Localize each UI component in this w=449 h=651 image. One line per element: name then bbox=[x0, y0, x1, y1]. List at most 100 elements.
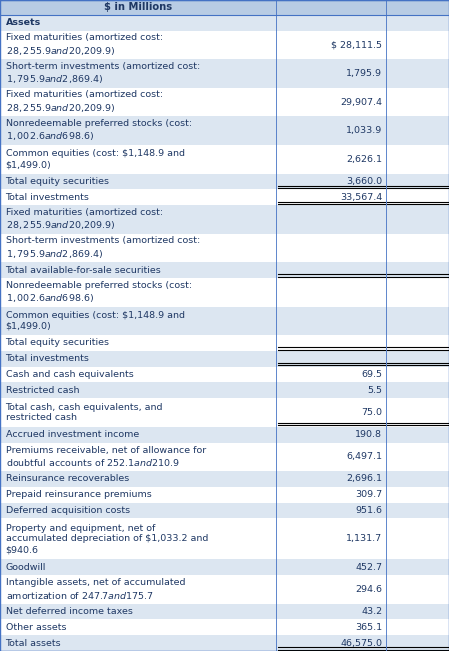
Bar bbox=[0, 518, 276, 559]
Text: 1,795.9: 1,795.9 bbox=[346, 69, 382, 78]
Bar bbox=[386, 487, 449, 503]
Text: Total equity securities: Total equity securities bbox=[5, 339, 110, 348]
Bar bbox=[386, 559, 449, 575]
Text: 1,033.9: 1,033.9 bbox=[346, 126, 382, 135]
Text: Property and equipment, net of
accumulated depreciation of $1,033.2 and
$940.6: Property and equipment, net of accumulat… bbox=[5, 523, 208, 554]
Bar bbox=[0, 174, 276, 189]
Bar bbox=[0, 603, 276, 620]
Text: 951.6: 951.6 bbox=[355, 506, 382, 515]
Text: 1,131.7: 1,131.7 bbox=[346, 534, 382, 544]
Bar bbox=[276, 575, 386, 603]
Bar bbox=[386, 575, 449, 603]
Bar bbox=[0, 0, 449, 15]
Text: Total investments: Total investments bbox=[5, 193, 89, 202]
Text: Intangible assets, net of accumulated
amortization of $247.7 and $175.7: Intangible assets, net of accumulated am… bbox=[5, 578, 185, 600]
Bar bbox=[386, 471, 449, 487]
Text: 3,660.0: 3,660.0 bbox=[346, 177, 382, 186]
Bar bbox=[386, 307, 449, 335]
Bar bbox=[386, 398, 449, 427]
Bar bbox=[0, 351, 276, 367]
Bar bbox=[276, 145, 386, 174]
Text: 75.0: 75.0 bbox=[361, 408, 382, 417]
Bar bbox=[386, 15, 449, 31]
Bar bbox=[276, 262, 386, 278]
Text: 5.5: 5.5 bbox=[367, 386, 382, 395]
Text: 33,567.4: 33,567.4 bbox=[340, 193, 382, 202]
Text: Nonredeemable preferred stocks (cost:
$1,002.6 and $698.6): Nonredeemable preferred stocks (cost: $1… bbox=[5, 281, 192, 304]
Bar bbox=[276, 518, 386, 559]
Bar bbox=[276, 59, 386, 88]
Bar bbox=[0, 443, 276, 471]
Bar bbox=[0, 575, 276, 603]
Bar bbox=[0, 487, 276, 503]
Bar bbox=[0, 31, 276, 59]
Bar bbox=[276, 382, 386, 398]
Text: Fixed maturities (amortized cost:
$28,255.9 and $20,209.9): Fixed maturities (amortized cost: $28,25… bbox=[5, 90, 163, 114]
Text: Total assets: Total assets bbox=[5, 639, 61, 648]
Text: 294.6: 294.6 bbox=[355, 585, 382, 594]
Text: Common equities (cost: $1,148.9 and
$1,499.0): Common equities (cost: $1,148.9 and $1,4… bbox=[5, 311, 185, 331]
Bar bbox=[0, 88, 276, 117]
Bar bbox=[386, 31, 449, 59]
Text: 2,626.1: 2,626.1 bbox=[346, 155, 382, 164]
Bar bbox=[386, 518, 449, 559]
Bar bbox=[276, 427, 386, 443]
Text: $ in Millions: $ in Millions bbox=[104, 3, 172, 12]
Bar bbox=[0, 189, 276, 205]
Bar bbox=[276, 471, 386, 487]
Text: Other assets: Other assets bbox=[5, 623, 66, 632]
Text: Goodwill: Goodwill bbox=[5, 562, 46, 572]
Bar bbox=[0, 398, 276, 427]
Bar bbox=[386, 382, 449, 398]
Text: Fixed maturities (amortized cost:
$28,255.9 and $20,209.9): Fixed maturities (amortized cost: $28,25… bbox=[5, 33, 163, 57]
Bar bbox=[386, 174, 449, 189]
Bar bbox=[276, 487, 386, 503]
Bar bbox=[386, 351, 449, 367]
Text: Total available-for-sale securities: Total available-for-sale securities bbox=[5, 266, 161, 275]
Text: Prepaid reinsurance premiums: Prepaid reinsurance premiums bbox=[5, 490, 151, 499]
Bar bbox=[0, 635, 276, 651]
Bar bbox=[0, 503, 276, 518]
Bar bbox=[0, 205, 276, 234]
Bar bbox=[276, 620, 386, 635]
Bar bbox=[386, 367, 449, 382]
Text: Accrued investment income: Accrued investment income bbox=[5, 430, 139, 439]
Bar bbox=[276, 367, 386, 382]
Bar bbox=[276, 174, 386, 189]
Text: 190.8: 190.8 bbox=[355, 430, 382, 439]
Bar bbox=[276, 443, 386, 471]
Text: Fixed maturities (amortized cost:
$28,255.9 and $20,209.9): Fixed maturities (amortized cost: $28,25… bbox=[5, 208, 163, 231]
Text: Total equity securities: Total equity securities bbox=[5, 177, 110, 186]
Bar bbox=[386, 117, 449, 145]
Bar bbox=[0, 471, 276, 487]
Text: Nonredeemable preferred stocks (cost:
$1,002.6 and $698.6): Nonredeemable preferred stocks (cost: $1… bbox=[5, 119, 192, 143]
Bar bbox=[386, 335, 449, 351]
Bar bbox=[276, 503, 386, 518]
Text: Restricted cash: Restricted cash bbox=[5, 386, 79, 395]
Bar bbox=[0, 234, 276, 262]
Bar bbox=[276, 635, 386, 651]
Bar bbox=[0, 307, 276, 335]
Bar bbox=[386, 88, 449, 117]
Text: Cash and cash equivalents: Cash and cash equivalents bbox=[5, 370, 133, 379]
Text: Reinsurance recoverables: Reinsurance recoverables bbox=[5, 475, 129, 484]
Bar bbox=[0, 559, 276, 575]
Bar bbox=[386, 278, 449, 307]
Bar bbox=[0, 15, 276, 31]
Bar bbox=[0, 262, 276, 278]
Text: Premiums receivable, net of allowance for
doubtful accounts of $252.1 and $210.9: Premiums receivable, net of allowance fo… bbox=[5, 446, 206, 468]
Text: 365.1: 365.1 bbox=[355, 623, 382, 632]
Text: Short-term investments (amortized cost:
$1,795.9 and $2,869.4): Short-term investments (amortized cost: … bbox=[5, 62, 200, 85]
Text: Total cash, cash equivalents, and
restricted cash: Total cash, cash equivalents, and restri… bbox=[5, 402, 163, 422]
Bar bbox=[0, 145, 276, 174]
Bar bbox=[276, 307, 386, 335]
Text: Total investments: Total investments bbox=[5, 354, 89, 363]
Text: 2,696.1: 2,696.1 bbox=[346, 475, 382, 484]
Text: Short-term investments (amortized cost:
$1,795.9 and $2,869.4): Short-term investments (amortized cost: … bbox=[5, 236, 200, 260]
Bar bbox=[386, 503, 449, 518]
Bar bbox=[0, 620, 276, 635]
Bar bbox=[0, 335, 276, 351]
Bar bbox=[276, 351, 386, 367]
Bar bbox=[386, 205, 449, 234]
Text: 29,907.4: 29,907.4 bbox=[340, 98, 382, 107]
